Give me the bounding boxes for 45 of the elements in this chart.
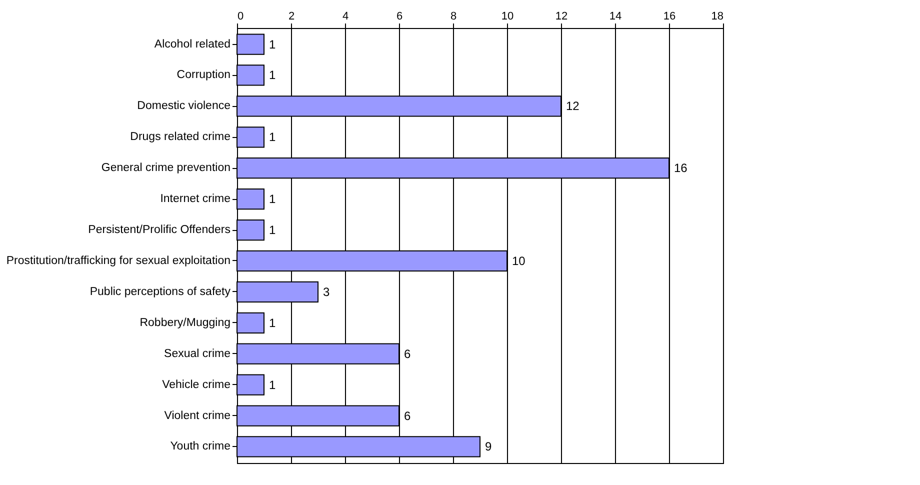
data-label: 3 xyxy=(323,284,330,299)
y-tick-label: Robbery/Mugging xyxy=(140,316,230,329)
data-label: 16 xyxy=(674,161,688,176)
x-tick-label: 10 xyxy=(501,10,514,22)
bar xyxy=(236,374,264,396)
y-tick-label: Vehicle crime xyxy=(162,378,230,391)
data-label: 9 xyxy=(485,440,492,454)
y-tick-label: Corruption xyxy=(176,69,230,82)
x-tick-label: 4 xyxy=(342,10,349,22)
x-tick-label: 8 xyxy=(450,10,457,22)
bar xyxy=(236,34,264,55)
data-label: 1 xyxy=(269,192,276,206)
y-tick-label: Alcohol related xyxy=(154,38,230,50)
x-tick-label: 2 xyxy=(288,10,295,22)
data-label: 6 xyxy=(404,346,411,361)
x-tick-label: 18 xyxy=(711,10,724,22)
bar xyxy=(236,64,264,86)
data-label: 1 xyxy=(269,378,276,392)
y-tick-label: Public perceptions of safety xyxy=(90,286,231,298)
x-tick-label: 6 xyxy=(396,10,403,22)
bar xyxy=(236,126,264,148)
x-tick-label: 16 xyxy=(663,10,676,22)
data-label: 1 xyxy=(269,316,276,330)
data-label: 1 xyxy=(269,68,276,82)
data-label: 1 xyxy=(269,37,276,52)
x-tick-label: 0 xyxy=(238,10,244,22)
data-label: 1 xyxy=(269,223,276,238)
data-label: 12 xyxy=(566,99,580,114)
y-tick-label: Prostitution/trafficking for sexual exploitation xyxy=(6,254,230,267)
y-tick-label: Internet crime xyxy=(160,193,230,206)
y-tick-label: Violent crime xyxy=(164,410,230,422)
x-tick-label: 12 xyxy=(555,10,568,22)
data-label: 10 xyxy=(512,254,526,268)
bar xyxy=(236,312,264,334)
y-tick-label: Sexual crime xyxy=(164,348,230,360)
data-label: 6 xyxy=(404,408,411,423)
bar xyxy=(236,188,264,210)
y-tick-label: General crime prevention xyxy=(101,162,230,174)
bar xyxy=(236,219,264,241)
y-tick-label: Drugs related crime xyxy=(130,131,230,144)
y-tick-label: Youth crime xyxy=(170,440,230,453)
x-tick-label: 14 xyxy=(609,10,622,22)
y-tick-label: Domestic violence xyxy=(137,100,230,112)
data-label: 1 xyxy=(269,130,276,144)
y-tick-label: Persistent/Prolific Offenders xyxy=(88,224,231,236)
